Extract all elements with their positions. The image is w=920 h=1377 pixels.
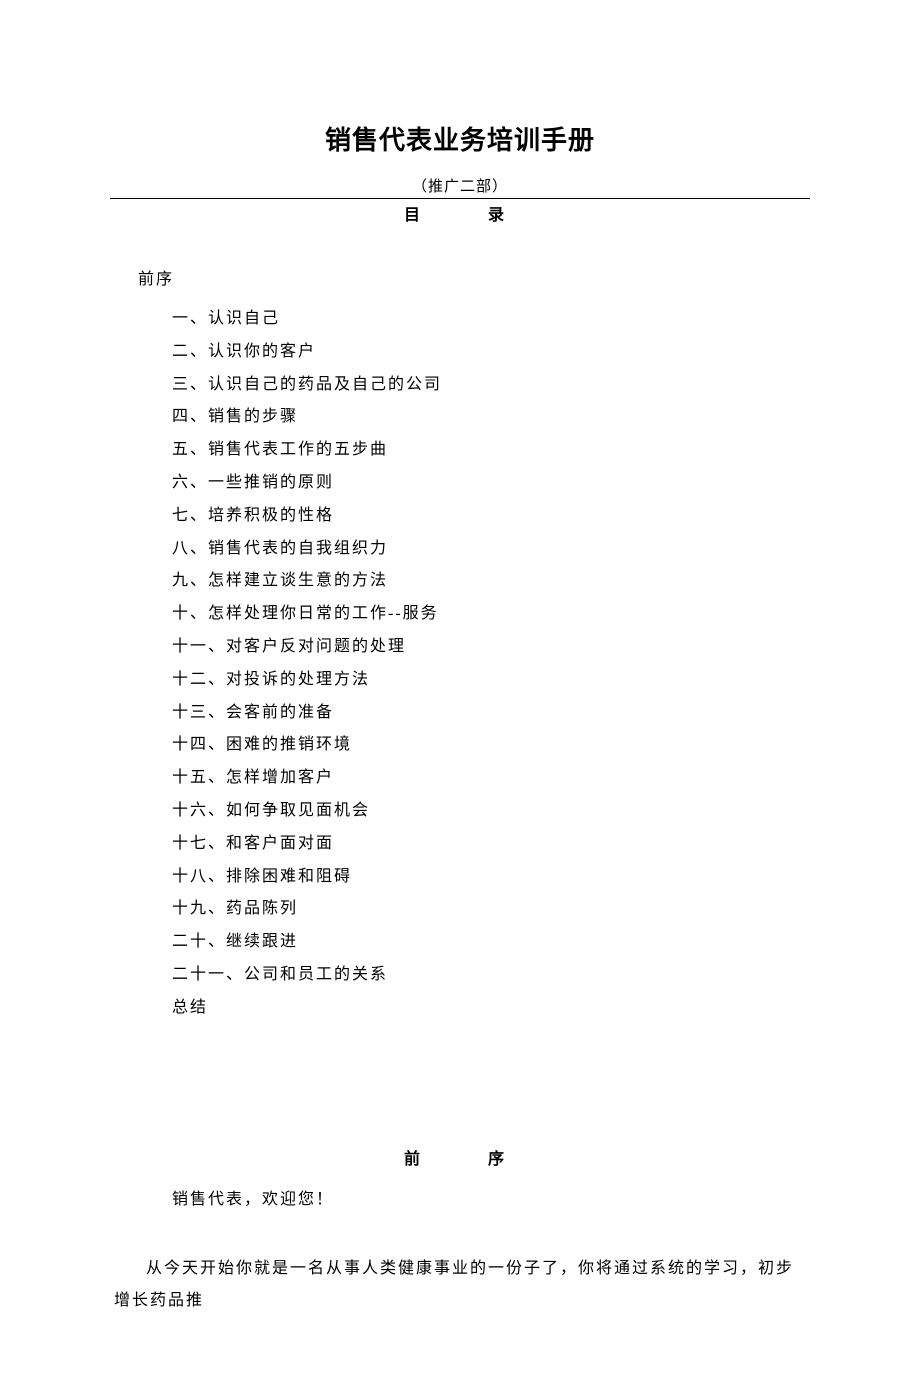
toc-item: 六、一些推销的原则 — [172, 467, 810, 500]
toc-item: 十二、对投诉的处理方法 — [172, 664, 810, 697]
toc-item: 十七、和客户面对面 — [172, 828, 810, 861]
toc-item: 十九、药品陈列 — [172, 893, 810, 926]
toc-item: 二、认识你的客户 — [172, 336, 810, 369]
toc-item: 十一、对客户反对问题的处理 — [172, 631, 810, 664]
horizontal-rule — [110, 198, 810, 199]
document-subtitle: （推广二部） — [110, 175, 810, 196]
toc-item: 八、销售代表的自我组织力 — [172, 533, 810, 566]
toc-item: 七、培养积极的性格 — [172, 500, 810, 533]
toc-item: 三、认识自己的药品及自己的公司 — [172, 369, 810, 402]
toc-list: 一、认识自己 二、认识你的客户 三、认识自己的药品及自己的公司 四、销售的步骤 … — [172, 303, 810, 1025]
toc-item: 二十一、公司和员工的关系 — [172, 959, 810, 992]
toc-item: 九、怎样建立谈生意的方法 — [172, 565, 810, 598]
document-page: 销售代表业务培训手册 （推广二部） 目 录 前序 一、认识自己 二、认识你的客户… — [0, 0, 920, 1377]
toc-item: 十、怎样处理你日常的工作--服务 — [172, 598, 810, 631]
toc-item: 五、销售代表工作的五步曲 — [172, 434, 810, 467]
greeting-text: 销售代表，欢迎您！ — [172, 1185, 810, 1209]
toc-item: 十五、怎样增加客户 — [172, 762, 810, 795]
toc-item: 总结 — [172, 992, 810, 1025]
preface-label: 前序 — [138, 265, 810, 289]
preface-section-heading: 前 序 — [110, 1145, 810, 1169]
toc-item: 二十、继续跟进 — [172, 926, 810, 959]
body-paragraph: 从今天开始你就是一名从事人类健康事业的一份子了，你将通过系统的学习，初步增长药品… — [114, 1253, 806, 1317]
toc-item: 四、销售的步骤 — [172, 401, 810, 434]
toc-item: 十六、如何争取见面机会 — [172, 795, 810, 828]
toc-heading: 目 录 — [110, 201, 810, 225]
toc-item: 十四、困难的推销环境 — [172, 729, 810, 762]
document-title: 销售代表业务培训手册 — [110, 120, 810, 157]
toc-item: 十八、排除困难和阻碍 — [172, 861, 810, 894]
toc-item: 一、认识自己 — [172, 303, 810, 336]
toc-item: 十三、会客前的准备 — [172, 697, 810, 730]
